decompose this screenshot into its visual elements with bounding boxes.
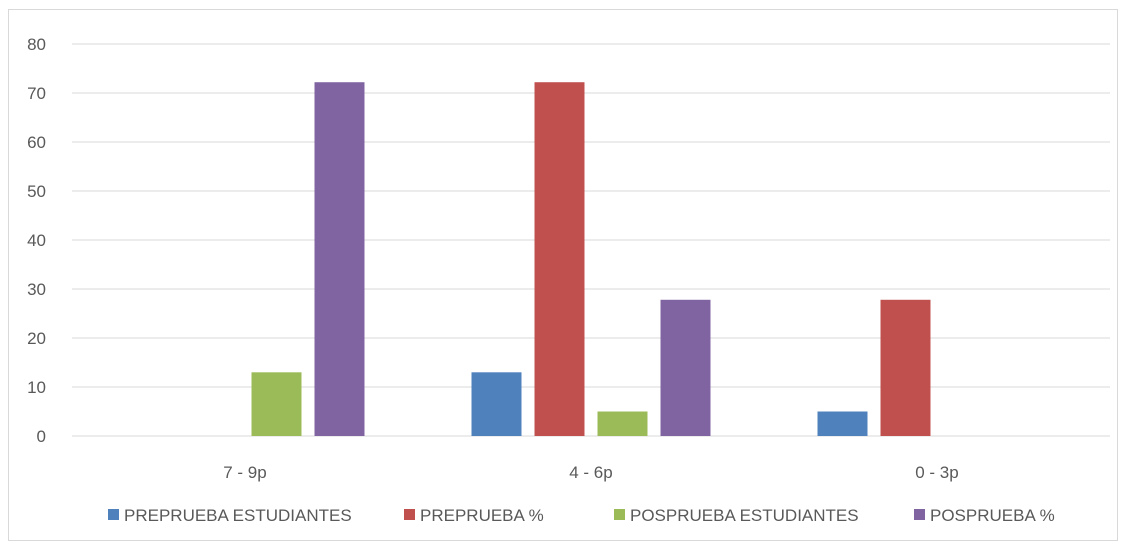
bar (597, 411, 648, 436)
legend-swatch (108, 509, 119, 520)
legend-swatch (914, 509, 925, 520)
legend-swatch (614, 509, 625, 520)
legend-label: PREPRUEBA % (420, 506, 544, 525)
y-tick-label: 40 (27, 231, 46, 250)
x-tick-label: 7 - 9p (223, 463, 266, 482)
legend-swatch (404, 509, 415, 520)
legend-label: PREPRUEBA ESTUDIANTES (124, 506, 352, 525)
y-tick-label: 10 (27, 378, 46, 397)
y-tick-label: 0 (37, 427, 46, 446)
y-tick-label: 70 (27, 84, 46, 103)
y-tick-label: 60 (27, 133, 46, 152)
y-tick-label: 30 (27, 280, 46, 299)
legend-label: POSPRUEBA % (930, 506, 1055, 525)
y-tick-label: 50 (27, 182, 46, 201)
legend-label: POSPRUEBA ESTUDIANTES (630, 506, 859, 525)
bar (471, 372, 522, 436)
bar (817, 411, 868, 436)
y-tick-label: 20 (27, 329, 46, 348)
bar (251, 372, 302, 436)
x-tick-label: 4 - 6p (569, 463, 612, 482)
bar (880, 299, 931, 436)
y-tick-label: 80 (27, 35, 46, 54)
bar (660, 299, 711, 436)
bar (314, 82, 365, 436)
x-tick-label: 0 - 3p (915, 463, 958, 482)
bar (534, 82, 585, 436)
